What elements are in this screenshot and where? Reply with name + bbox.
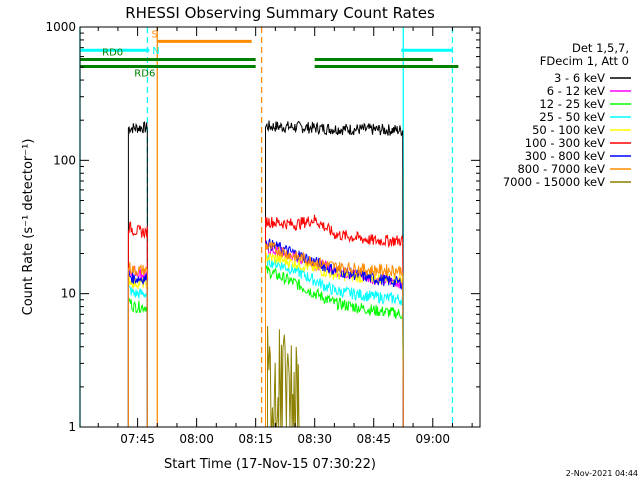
- plot-area: SN RD0 RD6: [79, 27, 459, 428]
- x-tick-label-0815: 08:15: [238, 432, 273, 446]
- series-line-100-300-kev-0: [127, 221, 148, 428]
- legend-label-12-25-kev: 12 - 25 keV: [539, 97, 605, 111]
- series-line-50-100-kev-1: [265, 251, 404, 428]
- series-line-25-50-kev-0: [127, 285, 148, 428]
- x-tick-label-0745: 07:45: [120, 432, 155, 446]
- series-line-3-6-kev-0: [127, 121, 148, 428]
- legend-label-25-50-kev: 25 - 50 keV: [539, 110, 605, 124]
- x-tick-label-0800: 08:00: [179, 432, 214, 446]
- series-line-12-25-kev-1: [265, 265, 404, 428]
- legend-label-50-100-kev: 50 - 100 keV: [532, 123, 605, 137]
- legend-header-line-1: Det 1,5,7,: [572, 41, 629, 55]
- state-label-s: S: [151, 29, 157, 40]
- plot-frame: [79, 26, 481, 428]
- legend-label-3-6-kev: 3 - 6 keV: [554, 71, 605, 85]
- legend-label-7000-15000-kev: 7000 - 15000 keV: [503, 175, 605, 189]
- chart-title: RHESSI Observing Summary Count Rates: [125, 4, 435, 22]
- axes: 1 10 100 1000 07:45 08:00 08:15 08:30 08:45 09:00: [45, 20, 480, 446]
- series-line-100-300-kev-1: [265, 214, 404, 428]
- series-line-800-7000-kev-0: [127, 262, 148, 428]
- x-axis-label: Start Time (17-Nov-15 07:30:22): [164, 457, 376, 472]
- y-tick-label-100: 100: [53, 153, 76, 167]
- y-tick-label-1: 1: [68, 420, 76, 434]
- series-line-25-50-kev-1: [265, 253, 404, 428]
- series-line-12-25-kev-0: [127, 297, 148, 428]
- series-line-7000-15000-kev-0: [267, 325, 300, 428]
- state-label-n: N: [152, 46, 159, 57]
- x-tick-label-0900: 09:00: [415, 432, 450, 446]
- series-line-3-6-kev-1: [265, 120, 404, 428]
- series-line-800-7000-kev-1: [265, 241, 404, 428]
- generation-timestamp: 2-Nov-2021 04:44: [566, 469, 638, 478]
- x-tick-label-0830: 08:30: [297, 432, 332, 446]
- state-label-rd0: RD0: [102, 48, 123, 59]
- y-tick-label-1000: 1000: [45, 20, 76, 34]
- legend-label-100-300-kev: 100 - 300 keV: [525, 136, 605, 150]
- state-label-rd6: RD6: [134, 69, 155, 80]
- series-line-300-800-kev-0: [127, 271, 148, 428]
- legend-label-800-7000-kev: 800 - 7000 keV: [517, 162, 605, 176]
- legend-label-6-12-kev: 6 - 12 keV: [547, 84, 605, 98]
- legend-header-line-2: FDecim 1, Att 0: [540, 54, 629, 68]
- x-tick-label-0845: 08:45: [356, 432, 391, 446]
- y-tick-label-10: 10: [61, 287, 76, 301]
- legend-label-300-800-kev: 300 - 800 keV: [525, 149, 605, 163]
- y-axis-label: Count Rate (s⁻¹ detector⁻¹): [21, 139, 36, 316]
